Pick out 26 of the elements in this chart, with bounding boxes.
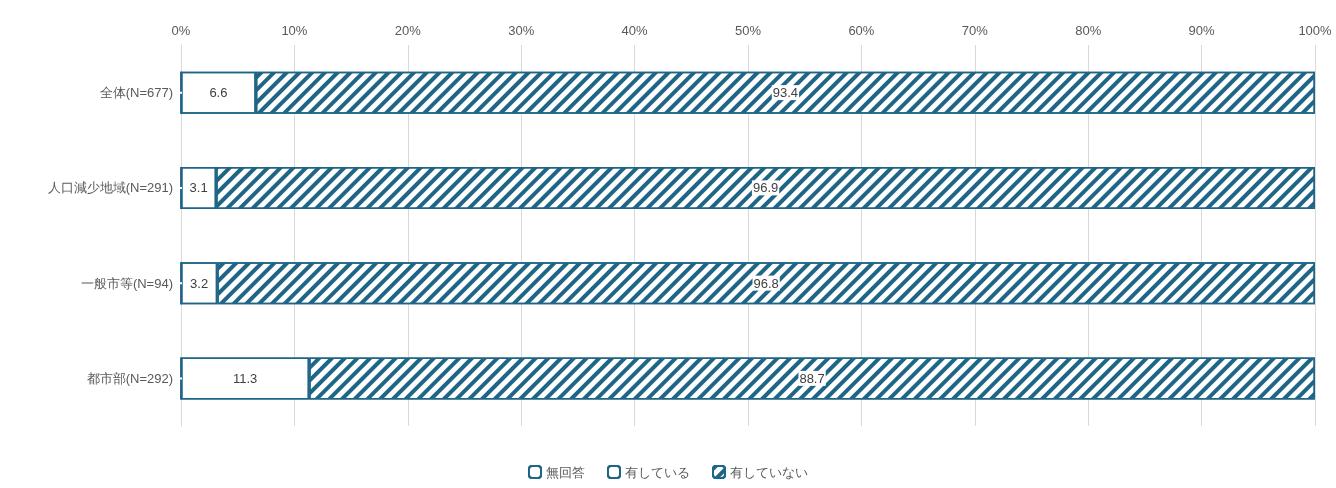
- x-tick-label: 70%: [961, 23, 989, 38]
- y-tick-label: 都市部(N=292): [86, 370, 173, 386]
- x-tick-label: 90%: [1188, 23, 1216, 38]
- x-tick-label: 80%: [1075, 23, 1102, 38]
- x-tick-label: 10%: [281, 23, 308, 38]
- x-tick-label: 100%: [1298, 23, 1333, 38]
- y-tick-label: 全体(N=677): [99, 85, 173, 101]
- y-tick-label: 人口減少地域(N=291): [47, 180, 173, 196]
- legend-label: 有していない: [730, 464, 808, 480]
- legend-label: 無回答: [546, 464, 585, 480]
- x-tick-label: 40%: [621, 23, 649, 38]
- data-label: 11.3: [232, 370, 258, 386]
- data-label: 96.8: [753, 275, 779, 291]
- x-tick-label: 30%: [508, 23, 535, 38]
- data-label: 96.9: [752, 180, 779, 196]
- legend-label: 有している: [625, 464, 690, 480]
- x-tick-label: 0%: [171, 23, 191, 38]
- x-tick-label: 50%: [734, 23, 762, 38]
- data-label: 93.4: [772, 85, 799, 101]
- x-tick-label: 20%: [394, 23, 422, 38]
- data-label: 3.1: [189, 180, 208, 196]
- y-tick-label: 一般市等(N=94): [80, 275, 173, 291]
- x-tick-label: 60%: [848, 23, 875, 38]
- data-label: 3.2: [190, 275, 209, 291]
- data-label: 6.6: [209, 85, 228, 101]
- data-label: 88.7: [799, 370, 825, 386]
